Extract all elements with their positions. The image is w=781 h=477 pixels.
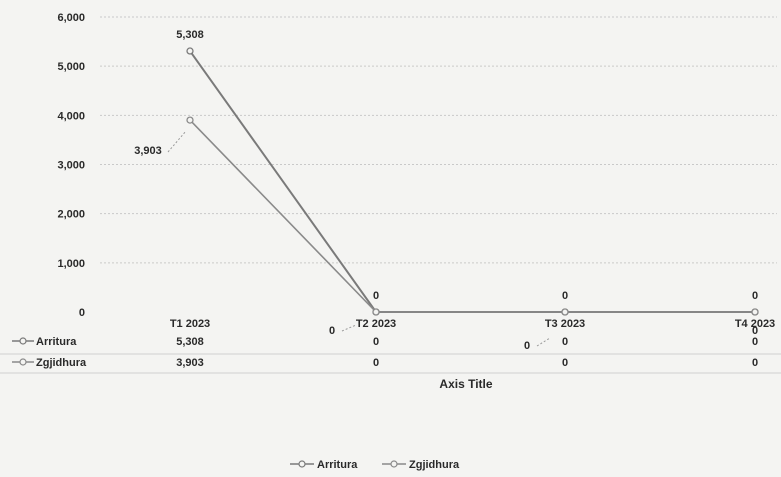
data-point (751, 308, 759, 316)
legend-label: Zgjidhura (409, 459, 460, 471)
leader-line (341, 324, 357, 332)
y-tick-label: 0 (79, 307, 85, 319)
y-tick-label: 1,000 (57, 258, 85, 270)
data-point (372, 308, 380, 316)
table-cell: 0 (562, 336, 568, 348)
data-label: 0 (329, 325, 335, 337)
data-label: 0 (373, 290, 379, 302)
table-legend-marker (19, 358, 27, 366)
table-cell: 0 (373, 357, 379, 369)
data-point (186, 47, 194, 55)
series-line (189, 50, 755, 313)
x-tick-label: T2 2023 (356, 318, 396, 330)
table-cell: 0 (752, 357, 758, 369)
table-series-name: Arritura (36, 336, 77, 348)
x-axis-title: Axis Title (439, 377, 492, 391)
table-cell: 0 (562, 357, 568, 369)
y-tick-label: 2,000 (57, 209, 85, 221)
data-label: 0 (524, 340, 530, 352)
table-cell: 0 (752, 336, 758, 348)
data-label: 0 (752, 290, 758, 302)
legend-label: Arritura (317, 459, 358, 471)
leader-line (167, 130, 187, 153)
y-tick-label: 6,000 (57, 12, 85, 24)
y-tick-label: 5,000 (57, 61, 85, 73)
data-label: 0 (752, 325, 758, 337)
y-tick-label: 4,000 (57, 110, 85, 122)
data-point (186, 116, 194, 124)
data-point (561, 308, 569, 316)
leader-line (536, 337, 551, 347)
table-cell: 5,308 (176, 336, 204, 348)
legend-marker (390, 460, 398, 468)
table-series-name: Zgjidhura (36, 357, 87, 369)
data-label: 5,308 (176, 29, 204, 41)
legend-marker (298, 460, 306, 468)
table-cell: 3,903 (176, 357, 204, 369)
x-tick-label: T1 2023 (170, 318, 210, 330)
series-line (189, 119, 755, 313)
x-tick-label: T3 2023 (545, 318, 585, 330)
y-tick-label: 3,000 (57, 160, 85, 172)
data-label: 0 (562, 290, 568, 302)
data-label: 3,903 (134, 145, 162, 157)
x-tick-label: T4 2023 (735, 318, 775, 330)
table-legend-marker (19, 337, 27, 345)
table-cell: 0 (373, 336, 379, 348)
